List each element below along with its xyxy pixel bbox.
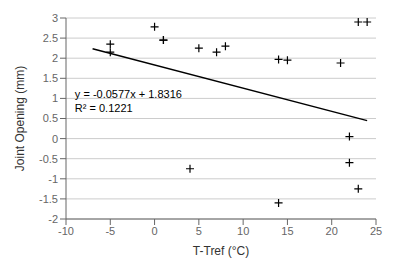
svg-text:15: 15: [281, 225, 293, 237]
svg-text:-1.5: -1.5: [39, 193, 58, 205]
svg-text:10: 10: [237, 225, 249, 237]
svg-text:T-Tref (°C): T-Tref (°C): [193, 244, 249, 258]
svg-text:Joint Opening (mm): Joint Opening (mm): [13, 66, 27, 171]
svg-text:1: 1: [52, 92, 58, 104]
svg-text:-5: -5: [105, 225, 115, 237]
svg-text:25: 25: [370, 225, 382, 237]
svg-text:-0.5: -0.5: [39, 153, 58, 165]
svg-text:R² = 0.1221: R² = 0.1221: [75, 102, 133, 114]
svg-text:0: 0: [52, 133, 58, 145]
svg-text:-10: -10: [58, 225, 74, 237]
svg-text:y = -0.0577x + 1.8316: y = -0.0577x + 1.8316: [75, 88, 182, 100]
svg-text:0: 0: [152, 225, 158, 237]
svg-text:20: 20: [326, 225, 338, 237]
svg-text:2: 2: [52, 52, 58, 64]
svg-text:2.5: 2.5: [43, 32, 58, 44]
svg-text:1.5: 1.5: [43, 72, 58, 84]
svg-text:-1: -1: [48, 173, 58, 185]
svg-text:3: 3: [52, 12, 58, 24]
svg-text:0.5: 0.5: [43, 112, 58, 124]
svg-text:-2: -2: [48, 213, 58, 225]
svg-text:5: 5: [196, 225, 202, 237]
